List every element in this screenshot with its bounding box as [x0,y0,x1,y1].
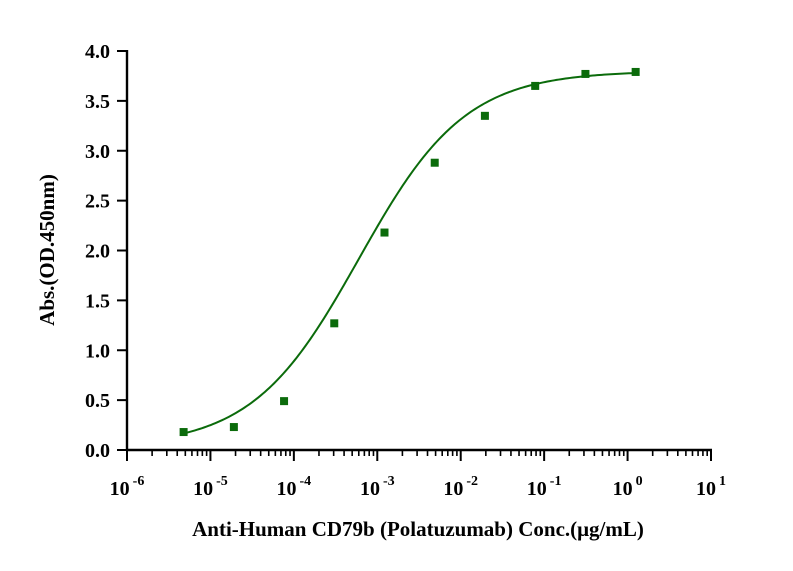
x-tick-exponent: 1 [719,474,726,489]
x-tick-exponent: -4 [300,474,312,489]
x-tick-base: 10 [613,478,633,500]
x-tick-label: 10 1 [696,474,726,500]
fit-curve-line [183,72,636,435]
x-tick-label: 10 0 [613,474,643,500]
data-point [229,423,238,432]
x-tick-base: 10 [696,478,716,500]
x-tick-exponent: -1 [550,474,562,489]
x-tick-label: 10 -3 [360,474,395,500]
y-axis-title: Abs.(OD.450nm) [35,174,59,326]
data-points [179,67,640,437]
y-tick-label: 2.0 [85,241,110,263]
x-axis-title: Anti-Human CD79b (Polatuzumab) Conc.(μg/… [192,517,644,541]
x-tick-base: 10 [277,478,297,500]
y-tick-label: 1.0 [85,340,110,362]
data-point [330,319,339,328]
x-tick-exponent: -6 [133,474,145,489]
data-point [480,111,489,120]
data-point [179,428,188,437]
y-tick-label: 0.0 [85,440,110,462]
x-tick-base: 10 [193,478,213,500]
x-tick-label: 10 -6 [110,474,145,500]
y-tick-label: 1.5 [85,290,110,312]
x-tick-base: 10 [110,478,130,500]
fit-curve-group [183,72,636,435]
y-tick-label: 0.5 [85,390,110,412]
x-tick-label: 10 -4 [277,474,312,500]
data-point [280,397,289,406]
data-point [380,228,389,237]
data-point [631,67,640,76]
x-tick-exponent: -5 [216,474,228,489]
y-tick-label: 3.5 [85,91,110,113]
data-point [581,69,590,78]
y-tick-label: 2.5 [85,191,110,213]
y-axis: 0.0 0.5 1.0 1.5 2.0 2.5 3.0 3.5 4.0 [85,41,129,462]
x-tick-exponent: 0 [636,474,643,489]
x-axis: 10 -6 10 -5 10 -4 10 -3 10 -2 10 -1 10 0 10 1 [110,448,726,500]
data-point [531,81,540,90]
x-tick-exponent: -2 [466,474,478,489]
x-tick-label: 10 -1 [527,474,562,500]
x-tick-base: 10 [360,478,380,500]
x-tick-label: 10 -5 [193,474,228,500]
x-tick-label: 10 -2 [443,474,478,500]
data-point [430,158,439,167]
x-tick-base: 10 [527,478,547,500]
x-tick-exponent: -3 [383,474,395,489]
x-tick-base: 10 [443,478,463,500]
y-tick-label: 4.0 [85,41,110,63]
y-tick-label: 3.0 [85,141,110,163]
